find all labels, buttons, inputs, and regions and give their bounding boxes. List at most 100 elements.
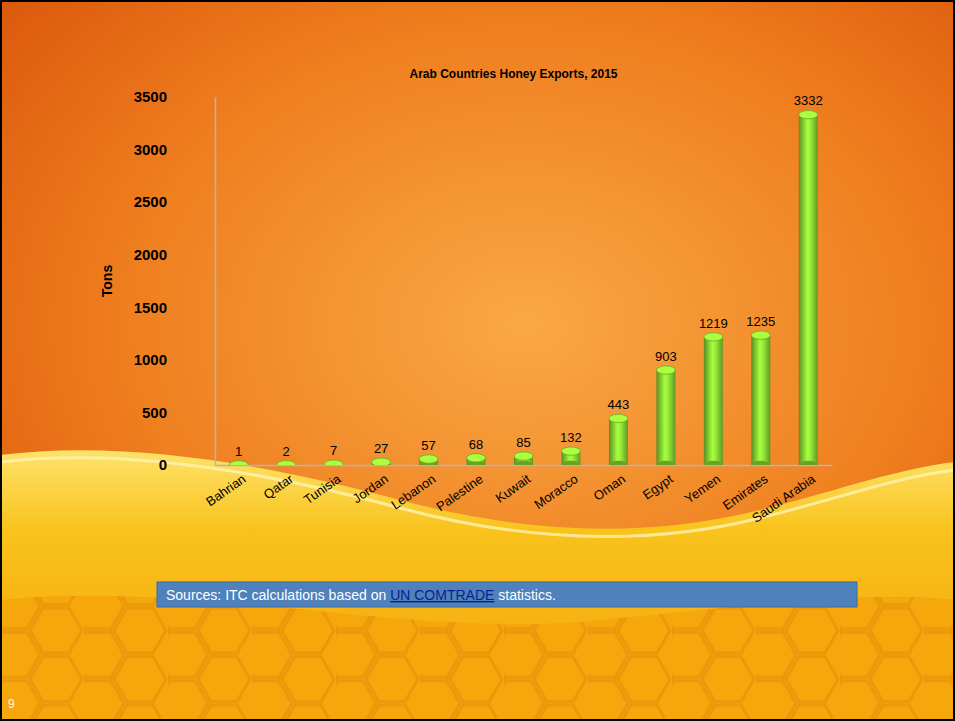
bar bbox=[609, 418, 628, 465]
y-tick-label: 2500 bbox=[134, 193, 167, 210]
data-label: 1235 bbox=[746, 314, 775, 329]
source-text-part: statistics. bbox=[494, 587, 555, 603]
x-tick: Tunisia bbox=[301, 465, 344, 507]
x-tick: Qatar bbox=[261, 465, 297, 502]
y-tick-label: 1000 bbox=[134, 351, 167, 368]
x-tick: Egypt bbox=[640, 465, 676, 503]
x-tick: Kuwait bbox=[493, 465, 534, 506]
y-axis: 0 500 1000 1500 2000 2500 3000 3500 bbox=[134, 88, 216, 473]
x-tick: Palestine bbox=[433, 465, 485, 514]
data-label: 132 bbox=[560, 430, 582, 445]
background bbox=[0, 0, 955, 721]
x-tick-label: Qatar bbox=[261, 471, 297, 502]
bar-base bbox=[324, 461, 343, 465]
source-text: Sources: ITC calculations based on UN CO… bbox=[166, 587, 556, 603]
honey-lower bbox=[0, 596, 955, 721]
bar-cap bbox=[799, 110, 818, 118]
bar-cap bbox=[704, 333, 723, 341]
bar-base bbox=[277, 461, 296, 465]
data-label: 1 bbox=[235, 444, 242, 459]
data-label: 443 bbox=[608, 397, 630, 412]
data-label: 57 bbox=[421, 438, 435, 453]
x-tick-label: Tunisia bbox=[301, 471, 344, 507]
bar-cap bbox=[467, 454, 486, 462]
bar-cap bbox=[277, 461, 296, 465]
x-tick: Oman bbox=[591, 465, 629, 504]
x-tick: Jordan bbox=[350, 465, 391, 506]
bar-base bbox=[514, 461, 533, 465]
bar bbox=[751, 335, 770, 465]
bar-cap bbox=[656, 366, 675, 374]
data-label: 85 bbox=[516, 435, 530, 450]
bars bbox=[229, 110, 818, 465]
data-labels: 12727576885132443903121912353332 bbox=[235, 93, 823, 458]
bar-base bbox=[704, 461, 723, 465]
y-tick-label: 0 bbox=[159, 456, 167, 473]
y-tick: 0 bbox=[159, 456, 215, 473]
y-tick-label: 500 bbox=[142, 404, 167, 421]
bar-base bbox=[751, 461, 770, 465]
bar-base bbox=[656, 461, 675, 465]
bar bbox=[656, 370, 675, 465]
y-tick: 3000 bbox=[134, 141, 215, 158]
y-tick-label: 3000 bbox=[134, 141, 167, 158]
x-tick-label: Bahrian bbox=[203, 471, 248, 509]
x-tick: Saudi Arabia bbox=[749, 465, 819, 526]
data-label: 2 bbox=[283, 444, 290, 459]
y-tick-label: 3500 bbox=[134, 88, 167, 105]
y-tick-label: 1500 bbox=[134, 299, 167, 316]
bar-base bbox=[229, 461, 248, 465]
source-box bbox=[157, 582, 857, 607]
chart-title: Arab Countries Honey Exports, 2015 bbox=[409, 67, 617, 81]
x-tick-label: Kuwait bbox=[493, 471, 534, 506]
bar-cap bbox=[419, 455, 438, 463]
x-tick-label: Oman bbox=[591, 471, 629, 504]
y-tick: 3500 bbox=[134, 88, 215, 105]
slide: 0 500 1000 1500 2000 2500 3000 3500 Bahrian Qatar… bbox=[0, 0, 955, 721]
y-tick: 1500 bbox=[134, 299, 215, 316]
bar-cap bbox=[514, 452, 533, 460]
bar bbox=[704, 337, 723, 465]
honey-highlight bbox=[0, 458, 955, 537]
data-label: 903 bbox=[655, 349, 677, 364]
bar-cap bbox=[609, 414, 628, 422]
x-tick: Moracco bbox=[531, 465, 580, 512]
x-tick-label: Egypt bbox=[640, 471, 676, 503]
y-tick-label: 2000 bbox=[134, 246, 167, 263]
x-axis: Bahrian QatarTunisiaJordanLebanonPalestin… bbox=[203, 465, 832, 526]
data-label: 3332 bbox=[794, 93, 823, 108]
bar-base bbox=[561, 461, 580, 465]
y-axis-title: Tons bbox=[99, 265, 115, 298]
x-tick: Bahrian bbox=[203, 465, 248, 509]
x-tick-label: Saudi Arabia bbox=[749, 471, 819, 526]
x-tick: Lebanon bbox=[388, 465, 438, 512]
y-tick: 1000 bbox=[134, 351, 215, 368]
data-label: 27 bbox=[374, 441, 388, 456]
x-tick: Yemen bbox=[682, 465, 723, 506]
source-link[interactable]: UN COMTRADE bbox=[390, 587, 494, 603]
source-text-part: Sources: ITC calculations based on bbox=[166, 587, 390, 603]
x-tick-label: Jordan bbox=[350, 471, 391, 506]
bar-base bbox=[609, 461, 628, 465]
bar-base bbox=[799, 461, 818, 465]
slide-frame bbox=[1, 1, 954, 720]
data-label: 1219 bbox=[699, 316, 728, 331]
honey-wave bbox=[0, 450, 955, 721]
y-tick: 2500 bbox=[134, 193, 215, 210]
bar-cap bbox=[372, 458, 391, 465]
x-tick-label: Lebanon bbox=[388, 471, 438, 512]
bar-cap bbox=[751, 331, 770, 339]
data-label: 7 bbox=[330, 443, 337, 458]
y-tick: 500 bbox=[142, 404, 215, 421]
bar-cap bbox=[229, 461, 248, 465]
bar-cap bbox=[561, 447, 580, 455]
x-tick-label: Yemen bbox=[682, 471, 723, 506]
page-number: 9 bbox=[8, 697, 15, 711]
data-label: 68 bbox=[469, 437, 483, 452]
y-axis-line bbox=[215, 98, 217, 466]
x-tick-label: Palestine bbox=[433, 471, 485, 514]
bar-cap bbox=[324, 460, 343, 465]
y-tick: 2000 bbox=[134, 246, 215, 263]
honeycomb bbox=[0, 596, 955, 721]
x-tick-label: Moracco bbox=[531, 471, 580, 512]
